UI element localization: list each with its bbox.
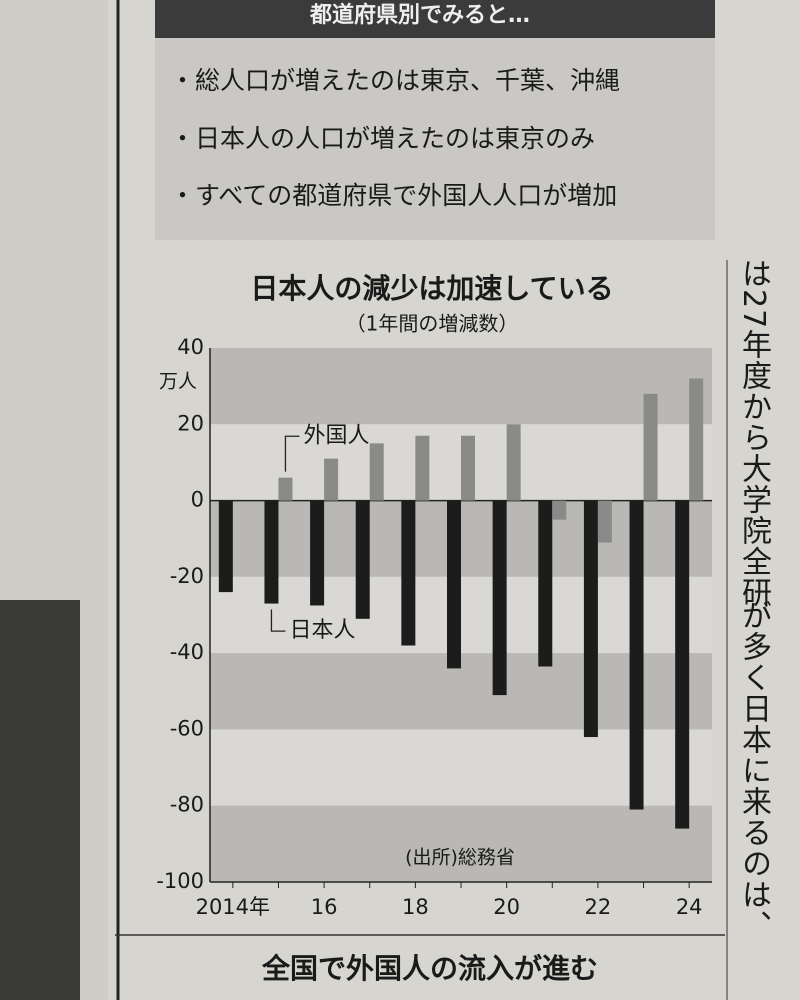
bar bbox=[401, 500, 416, 646]
chart-title: 日本人の減少は加速している bbox=[250, 272, 613, 305]
source: (出所)総務省 bbox=[405, 847, 515, 869]
y-unit: 万人 bbox=[159, 371, 197, 393]
bullet: ・すべての都道府県で外国人人口が増加 bbox=[170, 181, 617, 210]
x-tick-label: 18 bbox=[402, 895, 429, 919]
bar bbox=[689, 378, 704, 501]
bar bbox=[506, 424, 521, 501]
x-tick-label: 2014年 bbox=[196, 895, 270, 919]
x-tick-label: 24 bbox=[676, 895, 703, 919]
footer-headline: 全国で外国人の流入が進む bbox=[261, 952, 598, 985]
bullet: ・総人口が増えたのは東京、千葉、沖縄 bbox=[170, 66, 620, 95]
info-box-header bbox=[155, 0, 715, 38]
y-tick-label: 40 bbox=[177, 335, 204, 359]
box-title: 都道府県別でみると… bbox=[309, 2, 530, 28]
y-tick-label: 0 bbox=[191, 488, 204, 512]
y-tick-label: 20 bbox=[177, 411, 204, 435]
bar bbox=[278, 477, 293, 501]
y-tick-label: -60 bbox=[170, 716, 204, 740]
grid-band bbox=[210, 348, 712, 425]
chart-subtitle: （1年間の増減数） bbox=[346, 312, 519, 336]
bar bbox=[264, 500, 279, 604]
info-box bbox=[155, 0, 715, 240]
grid-band bbox=[210, 729, 712, 806]
bar bbox=[675, 500, 690, 829]
bar bbox=[369, 443, 384, 501]
bar bbox=[552, 500, 567, 520]
bar bbox=[583, 500, 598, 738]
bar bbox=[643, 393, 658, 501]
bar bbox=[447, 500, 461, 669]
bar bbox=[324, 458, 339, 501]
bar bbox=[415, 435, 430, 501]
y-tick-label: -100 bbox=[156, 869, 204, 893]
grid-band bbox=[210, 805, 712, 882]
x-tick-label: 22 bbox=[585, 895, 612, 919]
legend-label: 外国人 bbox=[303, 423, 369, 448]
photo bbox=[0, 600, 80, 1000]
x-tick-label: 20 bbox=[493, 895, 520, 919]
legend-label: 日本人 bbox=[289, 618, 355, 643]
callout-line bbox=[284, 435, 300, 472]
x-tick-label: 16 bbox=[311, 895, 338, 919]
y-tick-label: -40 bbox=[170, 640, 204, 664]
bar bbox=[538, 500, 553, 667]
side-text: が多く日本に来るのは、 bbox=[736, 600, 771, 941]
y-tick-label: -20 bbox=[170, 564, 204, 588]
side-text: は27年度から大学院全研 bbox=[736, 258, 771, 609]
bar bbox=[218, 500, 233, 593]
y-tick-label: -80 bbox=[170, 793, 204, 817]
bar bbox=[461, 435, 475, 501]
bullet: ・日本人の人口が増えたのは東京のみ bbox=[170, 124, 595, 153]
bar bbox=[310, 500, 325, 606]
callout-line bbox=[270, 609, 286, 632]
bar bbox=[355, 500, 370, 619]
bar bbox=[597, 500, 612, 543]
bar bbox=[629, 500, 644, 810]
bar bbox=[492, 500, 507, 696]
